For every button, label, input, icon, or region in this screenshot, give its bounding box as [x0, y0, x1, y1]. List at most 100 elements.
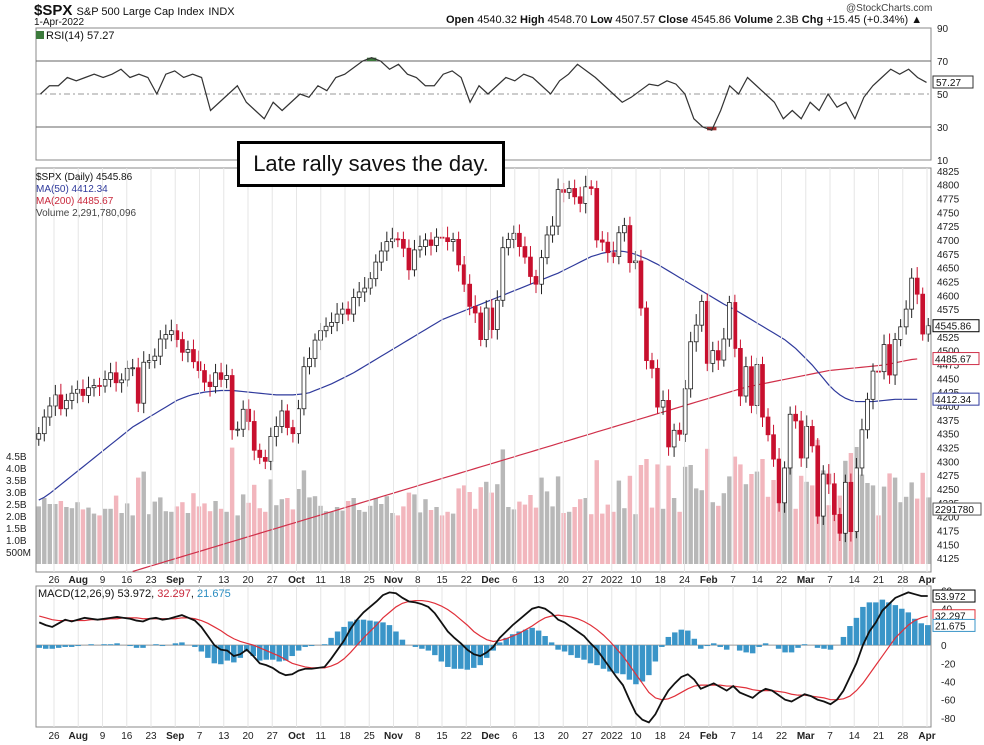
volume-bar: [633, 514, 638, 564]
volume-bar: [776, 468, 782, 564]
macd-histogram-bar: [516, 631, 522, 646]
candle-body: [456, 238, 461, 266]
volume-y-tick: 4.0B: [6, 464, 27, 475]
volume-bar: [86, 507, 91, 564]
x-tick-macd: 2022: [601, 731, 624, 742]
macd-histogram-bar: [425, 645, 432, 651]
legend-volume: Volume 2,291,780,096: [36, 208, 137, 219]
x-tick-price: Mar: [797, 575, 815, 586]
volume-bar: [699, 490, 704, 564]
candle-body: [550, 225, 555, 236]
macd-histogram-bar: [775, 645, 782, 649]
volume-bar: [550, 506, 555, 564]
candle-body: [599, 239, 605, 243]
x-tick-price: 7: [197, 575, 203, 586]
macd-histogram-bar: [62, 645, 68, 647]
macd-histogram-bar: [821, 645, 827, 649]
price-y-tick: 4700: [937, 236, 960, 247]
macd-histogram-bar: [334, 631, 341, 646]
candle-body: [743, 366, 749, 397]
macd-y-tick: 0: [941, 641, 947, 652]
macd-histogram-bar: [237, 645, 244, 658]
macd-histogram-bar: [866, 602, 873, 646]
volume-bar: [539, 477, 544, 564]
candle-body: [483, 307, 489, 340]
chg-value: +15.45 (+0.34%): [826, 14, 909, 26]
macd-histogram-bar: [555, 645, 561, 650]
x-tick-price: 2022: [601, 575, 624, 586]
close-value: 4545.86: [691, 14, 732, 26]
macd-histogram-bar: [328, 637, 334, 646]
chg-label: Chg: [801, 14, 824, 26]
macd-value-box: [932, 589, 976, 603]
price-y-tick: 4375: [937, 416, 960, 427]
volume-bar: [826, 505, 832, 564]
macd-histogram-bar: [905, 612, 912, 646]
candle-body: [257, 449, 263, 458]
price-y-tick: 4350: [937, 430, 960, 441]
x-tick-price: 7: [827, 575, 833, 586]
volume-bar: [147, 514, 152, 564]
x-tick-price: 10: [630, 575, 642, 586]
x-tick-macd: 24: [679, 731, 691, 742]
macd-histogram-bar: [600, 645, 607, 669]
volume-bar: [113, 495, 119, 564]
volume-bar: [765, 496, 771, 564]
candle-body: [390, 238, 395, 243]
candle-body: [235, 428, 240, 431]
candle-body: [36, 433, 42, 440]
macd-histogram-bar: [542, 636, 548, 646]
volume-bar: [577, 499, 583, 564]
candle-body: [903, 308, 909, 328]
volume-bar: [119, 513, 124, 564]
macd-y-tick: -80: [941, 714, 956, 725]
candle-body: [655, 367, 660, 408]
volume-bar: [865, 483, 870, 564]
candle-body: [831, 483, 837, 515]
x-tick-macd: 14: [752, 731, 764, 742]
volume-value-box: [932, 502, 982, 516]
price-y-tick: 4675: [937, 250, 960, 261]
macd-histogram-bar: [114, 643, 120, 646]
candle-body: [417, 246, 423, 251]
volume-bar: [760, 459, 765, 564]
candle-body: [423, 239, 428, 247]
volume-y-tick: 4.5B: [6, 452, 27, 463]
volume-bar: [130, 515, 135, 564]
candle-body: [119, 379, 124, 384]
macd-histogram-bar: [860, 606, 866, 646]
x-tick-price: 22: [461, 575, 473, 586]
volume-y-tick: 2.0B: [6, 512, 27, 523]
x-tick-price: 7: [730, 575, 736, 586]
candle-body: [843, 481, 848, 534]
candle-body: [715, 350, 721, 361]
x-tick-macd: 18: [339, 731, 351, 742]
macd-histogram-bar: [853, 617, 860, 646]
candle-body: [367, 278, 373, 289]
macd-y-tick: -40: [941, 678, 956, 689]
candle-body: [307, 357, 312, 368]
candle-body: [185, 349, 191, 353]
volume-bar: [710, 502, 715, 564]
candle-body: [539, 257, 544, 285]
price-y-tick: 4150: [937, 540, 960, 551]
open-value: 4540.32: [477, 14, 517, 26]
price-y-tick: 4725: [937, 222, 960, 233]
rsi-y-tick: 50: [937, 90, 949, 101]
candle-body: [290, 427, 296, 435]
candle-body: [533, 276, 539, 285]
volume-y-tick: 1.5B: [6, 524, 27, 535]
candle-body: [848, 481, 854, 533]
volume-bar: [91, 513, 97, 564]
macd-histogram-bar: [762, 643, 769, 646]
volume-bar: [47, 504, 53, 564]
candle-body: [633, 260, 638, 264]
candle-body: [555, 189, 561, 227]
price-y-tick: 4300: [937, 457, 960, 468]
macd-histogram-bar: [620, 645, 626, 675]
volume-bar: [903, 496, 909, 564]
candle-body: [301, 366, 307, 410]
volume-bar: [240, 494, 246, 564]
volume-bar: [638, 465, 644, 564]
macd-histogram-bar: [438, 645, 445, 662]
